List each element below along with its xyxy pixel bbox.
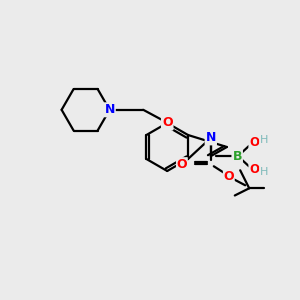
Text: O: O <box>249 163 259 176</box>
Text: O: O <box>162 116 172 130</box>
Text: O: O <box>177 158 187 171</box>
Text: N: N <box>104 103 115 116</box>
Text: H: H <box>260 135 268 145</box>
Text: B: B <box>232 150 242 163</box>
Text: O: O <box>249 136 259 149</box>
Text: O: O <box>224 170 234 183</box>
Text: N: N <box>206 131 216 144</box>
Text: H: H <box>260 167 268 177</box>
